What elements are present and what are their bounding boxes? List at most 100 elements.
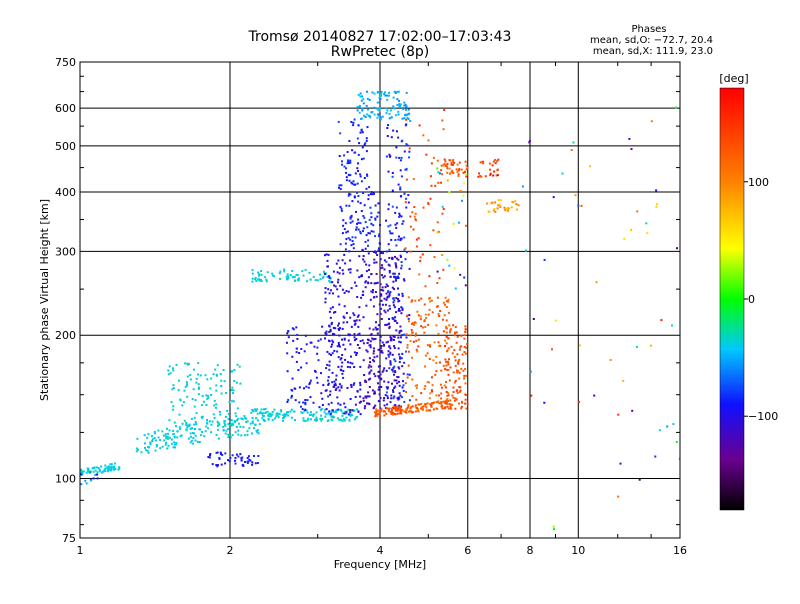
data-point xyxy=(365,263,368,266)
data-point xyxy=(325,413,328,416)
data-point xyxy=(437,341,440,344)
data-point xyxy=(456,353,459,356)
data-point xyxy=(345,412,347,415)
data-point xyxy=(380,307,382,310)
data-point xyxy=(355,354,358,356)
data-point xyxy=(137,448,139,451)
data-point xyxy=(302,417,305,420)
data-point xyxy=(398,392,401,395)
data-point xyxy=(212,373,215,376)
data-point xyxy=(118,466,121,469)
data-point xyxy=(251,420,254,423)
data-point xyxy=(424,354,427,357)
data-point xyxy=(261,414,264,417)
data-point xyxy=(239,453,242,456)
data-point xyxy=(290,408,293,411)
data-point xyxy=(656,203,658,206)
data-point xyxy=(391,353,394,356)
data-point xyxy=(400,410,402,413)
data-point xyxy=(324,254,326,257)
data-point xyxy=(305,409,308,412)
data-point xyxy=(179,398,182,401)
data-point xyxy=(359,400,362,403)
data-point xyxy=(258,274,260,277)
data-point xyxy=(415,332,417,335)
data-point xyxy=(383,343,385,346)
data-point xyxy=(399,357,401,360)
data-point xyxy=(361,293,364,296)
data-point xyxy=(254,278,257,281)
data-point xyxy=(379,335,382,338)
data-point xyxy=(345,171,347,174)
data-point xyxy=(255,410,258,412)
data-point xyxy=(465,374,468,377)
data-point xyxy=(208,456,211,459)
data-point xyxy=(406,314,409,317)
data-point xyxy=(325,330,328,333)
data-point xyxy=(166,427,168,430)
data-point xyxy=(269,412,272,415)
data-point xyxy=(377,400,380,403)
data-point xyxy=(456,369,458,372)
data-point xyxy=(390,412,393,415)
data-point xyxy=(308,271,311,274)
data-point xyxy=(423,319,426,322)
data-point xyxy=(411,331,414,334)
data-point xyxy=(384,407,387,410)
data-point xyxy=(440,164,443,167)
data-point xyxy=(428,344,431,346)
data-point xyxy=(370,369,373,372)
data-point xyxy=(328,276,331,279)
data-point xyxy=(110,463,113,466)
data-point xyxy=(215,389,218,392)
data-point xyxy=(386,387,389,390)
data-point xyxy=(345,179,348,182)
data-point xyxy=(300,348,303,350)
data-point xyxy=(410,406,413,409)
data-point xyxy=(334,382,337,385)
data-point xyxy=(349,174,352,177)
data-point xyxy=(438,277,441,280)
data-point xyxy=(398,353,401,356)
data-point xyxy=(217,464,219,467)
data-point xyxy=(481,160,484,163)
data-point xyxy=(378,393,381,396)
data-point xyxy=(364,281,367,284)
data-point xyxy=(376,355,379,358)
data-point xyxy=(363,260,366,263)
data-point xyxy=(254,462,257,465)
data-point xyxy=(343,165,346,168)
data-point xyxy=(257,278,260,281)
data-point xyxy=(514,200,517,203)
data-point xyxy=(374,218,377,221)
data-point xyxy=(371,110,374,113)
data-point xyxy=(435,370,438,373)
data-point xyxy=(320,414,323,417)
data-point xyxy=(360,180,363,183)
data-point xyxy=(343,402,346,405)
data-point xyxy=(433,341,436,344)
data-point xyxy=(451,169,454,172)
data-point xyxy=(372,296,375,299)
data-point xyxy=(320,372,322,375)
data-point xyxy=(207,394,209,397)
data-point xyxy=(283,414,286,417)
data-point xyxy=(450,407,453,410)
data-point xyxy=(525,249,527,252)
data-point xyxy=(436,296,439,299)
data-point xyxy=(403,104,406,107)
data-point xyxy=(402,220,405,223)
data-point xyxy=(493,170,496,173)
data-point xyxy=(357,162,359,165)
data-point xyxy=(135,450,138,453)
data-point xyxy=(324,415,327,418)
data-point xyxy=(515,208,518,211)
data-point xyxy=(369,361,372,364)
data-point xyxy=(393,373,395,376)
data-point xyxy=(189,378,192,381)
data-point xyxy=(331,419,334,422)
data-point xyxy=(304,334,307,337)
data-point xyxy=(151,438,154,441)
data-point xyxy=(383,380,386,383)
data-point xyxy=(161,430,164,433)
